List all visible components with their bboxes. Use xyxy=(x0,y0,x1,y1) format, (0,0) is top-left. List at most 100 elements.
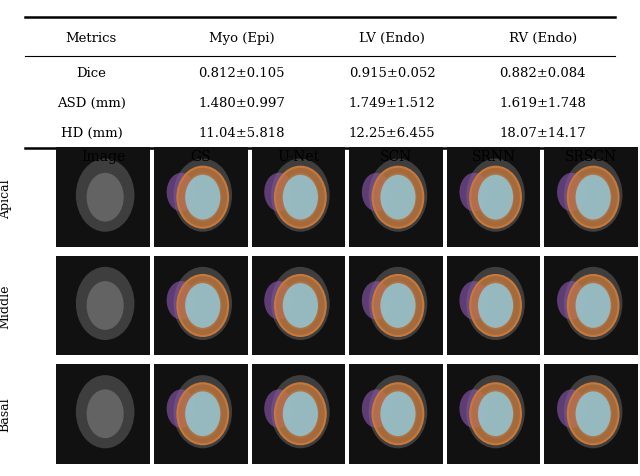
FancyBboxPatch shape xyxy=(447,364,540,464)
Text: SRSCN: SRSCN xyxy=(565,150,617,164)
Ellipse shape xyxy=(283,391,318,436)
FancyBboxPatch shape xyxy=(544,364,638,464)
Ellipse shape xyxy=(557,173,586,211)
Text: 0.882±0.084: 0.882±0.084 xyxy=(499,67,586,80)
Ellipse shape xyxy=(173,267,232,340)
Ellipse shape xyxy=(477,281,514,330)
FancyBboxPatch shape xyxy=(349,364,443,464)
Ellipse shape xyxy=(460,281,489,320)
Ellipse shape xyxy=(282,281,319,330)
Text: RV (Endo): RV (Endo) xyxy=(509,31,577,45)
FancyBboxPatch shape xyxy=(56,256,150,355)
Text: Basal: Basal xyxy=(0,397,12,432)
Ellipse shape xyxy=(264,389,294,428)
Ellipse shape xyxy=(275,383,326,444)
Text: SCN: SCN xyxy=(380,150,412,164)
Ellipse shape xyxy=(460,389,489,428)
Ellipse shape xyxy=(380,389,417,438)
Ellipse shape xyxy=(380,175,415,219)
Ellipse shape xyxy=(477,389,514,438)
Ellipse shape xyxy=(283,175,318,219)
FancyBboxPatch shape xyxy=(447,256,540,355)
Ellipse shape xyxy=(275,275,326,336)
Ellipse shape xyxy=(568,275,618,336)
Ellipse shape xyxy=(467,267,525,340)
Ellipse shape xyxy=(86,173,124,221)
Ellipse shape xyxy=(282,173,319,221)
Text: 12.25±6.455: 12.25±6.455 xyxy=(349,127,435,140)
Ellipse shape xyxy=(76,375,134,448)
Ellipse shape xyxy=(467,159,525,232)
Text: 1.619±1.748: 1.619±1.748 xyxy=(499,97,586,110)
Ellipse shape xyxy=(575,175,611,219)
Ellipse shape xyxy=(283,283,318,328)
Text: GS: GS xyxy=(191,150,211,164)
Ellipse shape xyxy=(184,389,221,438)
Text: Metrics: Metrics xyxy=(66,31,117,45)
FancyBboxPatch shape xyxy=(154,256,248,355)
Ellipse shape xyxy=(166,389,196,428)
FancyBboxPatch shape xyxy=(544,148,638,247)
Ellipse shape xyxy=(575,283,611,328)
Text: HD (mm): HD (mm) xyxy=(61,127,122,140)
Ellipse shape xyxy=(177,167,228,228)
Ellipse shape xyxy=(264,173,294,211)
Ellipse shape xyxy=(564,267,623,340)
Text: 1.480±0.997: 1.480±0.997 xyxy=(198,97,285,110)
Ellipse shape xyxy=(166,173,196,211)
Text: Image: Image xyxy=(81,150,125,164)
FancyBboxPatch shape xyxy=(252,148,346,247)
FancyBboxPatch shape xyxy=(154,364,248,464)
Ellipse shape xyxy=(166,281,196,320)
FancyBboxPatch shape xyxy=(544,256,638,355)
Ellipse shape xyxy=(557,389,586,428)
Text: ASD (mm): ASD (mm) xyxy=(57,97,126,110)
Ellipse shape xyxy=(184,173,221,221)
Ellipse shape xyxy=(369,267,428,340)
Ellipse shape xyxy=(372,383,423,444)
Ellipse shape xyxy=(271,159,330,232)
Text: Dice: Dice xyxy=(76,67,106,80)
Ellipse shape xyxy=(380,283,415,328)
Ellipse shape xyxy=(568,167,618,228)
Ellipse shape xyxy=(173,375,232,448)
Ellipse shape xyxy=(372,275,423,336)
Ellipse shape xyxy=(362,389,391,428)
Ellipse shape xyxy=(76,267,134,340)
Ellipse shape xyxy=(369,375,428,448)
Text: Middle: Middle xyxy=(0,284,12,328)
Text: Myo (Epi): Myo (Epi) xyxy=(209,31,275,45)
FancyBboxPatch shape xyxy=(56,364,150,464)
Ellipse shape xyxy=(185,175,220,219)
FancyBboxPatch shape xyxy=(252,256,346,355)
Ellipse shape xyxy=(467,375,525,448)
Ellipse shape xyxy=(470,167,521,228)
Ellipse shape xyxy=(271,267,330,340)
Ellipse shape xyxy=(460,173,489,211)
Ellipse shape xyxy=(372,167,423,228)
FancyBboxPatch shape xyxy=(56,148,150,247)
Ellipse shape xyxy=(362,281,391,320)
Ellipse shape xyxy=(177,383,228,444)
Ellipse shape xyxy=(478,175,513,219)
Text: Apical: Apical xyxy=(0,180,12,219)
Ellipse shape xyxy=(575,173,612,221)
Ellipse shape xyxy=(380,391,415,436)
Ellipse shape xyxy=(568,383,618,444)
Ellipse shape xyxy=(575,389,612,438)
Text: SRNN: SRNN xyxy=(472,150,516,164)
Ellipse shape xyxy=(185,283,220,328)
Ellipse shape xyxy=(184,281,221,330)
FancyBboxPatch shape xyxy=(349,148,443,247)
Text: U-Net: U-Net xyxy=(277,150,319,164)
Ellipse shape xyxy=(282,389,319,438)
Ellipse shape xyxy=(380,281,417,330)
Ellipse shape xyxy=(478,391,513,436)
Ellipse shape xyxy=(575,391,611,436)
Ellipse shape xyxy=(275,167,326,228)
Ellipse shape xyxy=(470,383,521,444)
Ellipse shape xyxy=(380,173,417,221)
Ellipse shape xyxy=(86,389,124,438)
FancyBboxPatch shape xyxy=(154,148,248,247)
Ellipse shape xyxy=(362,173,391,211)
